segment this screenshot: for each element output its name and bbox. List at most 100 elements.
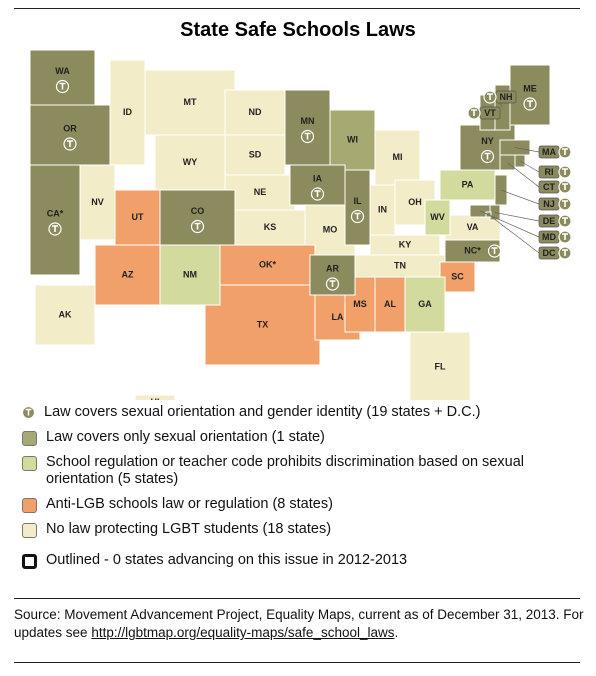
state-shape	[109, 59, 146, 166]
legend-text: Outlined - 0 states advancing on this is…	[46, 552, 408, 568]
gender-identity-icon-t	[194, 222, 201, 230]
legend-item: Outlined - 0 states advancing on this is…	[22, 552, 582, 569]
gender-identity-icon-t	[527, 100, 533, 107]
source-link[interactable]: http://lgbtmap.org/equality-maps/safe_sc…	[91, 625, 395, 640]
top-rule	[14, 8, 580, 9]
gender-identity-icon-t	[25, 408, 32, 416]
gender-identity-icon-t	[59, 82, 66, 90]
title: State Safe Schools Laws	[180, 19, 416, 41]
state-label: DE	[543, 216, 556, 226]
state-label: WA	[55, 66, 70, 76]
gender-identity-icon-t	[562, 233, 568, 240]
legend-item: No law protecting LGBT students (18 stat…	[22, 521, 582, 538]
gender-identity-icon-t	[562, 249, 568, 256]
gender-identity-icon-t	[52, 225, 58, 232]
leader-line	[500, 189, 540, 205]
state-label: NV	[91, 197, 104, 207]
state-label: MO	[323, 224, 338, 234]
state-labels: WA OR CA* CO MN IA IL AR NC* NY NJ CT RI MA VT NH ME MD DE…	[47, 66, 572, 400]
legend-icon	[21, 405, 36, 420]
state-shape	[34, 284, 96, 346]
source-rule	[14, 598, 580, 599]
state-label: NC*	[464, 245, 481, 255]
state-label: RI	[545, 167, 554, 177]
state-label: FL	[435, 361, 446, 371]
state-label: VA	[467, 222, 479, 232]
state-label: CT	[543, 182, 555, 192]
leader-line	[519, 160, 540, 173]
state-label: AZ	[122, 269, 134, 279]
state-label: WY	[183, 157, 198, 167]
gender-identity-icon-t	[484, 152, 491, 160]
legend-item: School regulation or teacher code prohib…	[22, 454, 582, 488]
state-label: MN	[301, 116, 315, 126]
gender-identity-icon-t	[314, 190, 321, 197]
legend-text: Law covers only sexual orientation (1 st…	[46, 429, 325, 445]
legend-swatch	[22, 498, 37, 513]
legend-swatch	[22, 523, 37, 538]
state-label: TX	[257, 319, 269, 329]
state-label: IA	[313, 173, 323, 183]
state-shape	[409, 331, 471, 400]
state-label: NE	[254, 187, 267, 197]
state-shape	[439, 261, 476, 293]
state-label: OH	[408, 197, 422, 207]
state-label: ND	[249, 107, 262, 117]
legend-item: Law covers only sexual orientation (1 st…	[22, 429, 582, 446]
state-label: NY	[481, 136, 494, 146]
state-label: MD	[542, 232, 556, 242]
state-shape	[404, 276, 446, 333]
gender-identity-icon-t	[67, 140, 73, 147]
state-shape	[344, 169, 371, 246]
state-shape	[374, 276, 406, 333]
gender-identity-icon-t	[471, 109, 477, 116]
gender-identity-icon-t	[487, 93, 493, 100]
state-label: UT	[132, 212, 144, 222]
leader-line	[488, 214, 540, 254]
state-label: SC	[451, 271, 464, 281]
gender-identity-icon-t	[562, 148, 568, 155]
gender-identity-icon-t	[562, 217, 568, 224]
state-shape	[134, 394, 176, 400]
state-label: ME	[523, 83, 537, 93]
gender-identity-icon-t	[354, 212, 361, 220]
leader-line	[507, 162, 540, 188]
gender-identity-icon-t	[562, 200, 568, 207]
legend-text: Law covers sexual orientation and gender…	[44, 404, 481, 420]
leader-line	[514, 147, 540, 153]
legend-text: Anti-LGB schools law or regulation (8 st…	[46, 496, 333, 512]
state-shape	[284, 89, 331, 166]
state-label: WV	[430, 212, 445, 222]
state-label: OK*	[259, 259, 277, 269]
state-shape	[29, 164, 81, 276]
state-label: OR	[63, 123, 77, 133]
state-shape	[159, 189, 236, 246]
state-label: KS	[264, 222, 277, 232]
state-label: NH	[500, 92, 513, 102]
state-shape	[159, 244, 221, 306]
legend-item: Anti-LGB schools law or regulation (8 st…	[22, 496, 582, 513]
state-label: AL	[384, 299, 396, 309]
legend-swatch	[22, 456, 37, 471]
state-label: LA	[332, 312, 344, 322]
state-shape	[29, 49, 96, 106]
gender-identity-icon-t	[562, 183, 568, 190]
state-label: KY	[399, 239, 412, 249]
state-shape	[374, 129, 421, 186]
state-label: IL	[354, 196, 363, 206]
state-shape	[94, 244, 161, 306]
state-shape	[204, 284, 321, 366]
legend-item: Law covers sexual orientation and gender…	[21, 404, 582, 421]
legend: Law covers sexual orientation and gender…	[21, 404, 582, 577]
state-label: AR	[326, 263, 339, 273]
state-label: GA	[418, 299, 432, 309]
state-label: WI	[347, 134, 358, 144]
state-label: CO	[191, 206, 205, 216]
map: State Safe Schools Laws WA OR CA* CO MN IA IL A…	[29, 19, 572, 400]
state-label: MI	[393, 152, 403, 162]
state-label: MS	[353, 299, 367, 309]
source-text: Source: Movement Advancement Project, Eq…	[14, 607, 584, 640]
legend-text: School regulation or teacher code prohib…	[46, 454, 524, 487]
leader-line	[494, 212, 540, 222]
